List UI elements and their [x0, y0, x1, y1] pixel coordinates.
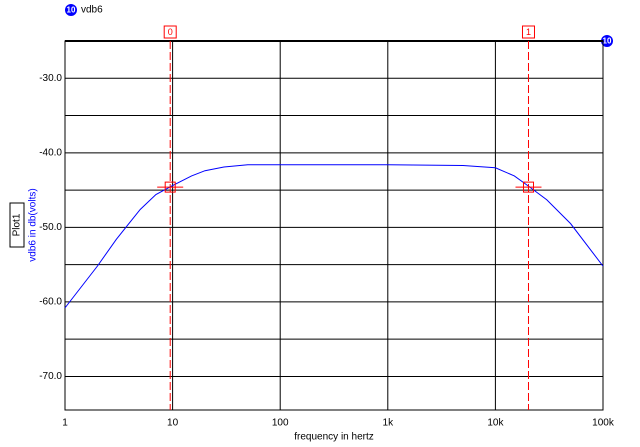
- y-tick-label: -60.0: [39, 297, 62, 308]
- cursor-flag: [163, 25, 177, 39]
- y-axis-label: vdb6 in db(volts): [28, 188, 39, 261]
- plot-name: Plot1: [12, 213, 23, 236]
- trace-id: 10: [603, 37, 612, 46]
- y-tick-label: -70.0: [39, 371, 62, 382]
- x-tick-label: 10k: [487, 418, 504, 429]
- plot-name-box: [9, 202, 25, 248]
- x-tick-label: 100: [272, 418, 289, 429]
- x-tick-label: 1k: [383, 418, 395, 429]
- x-tick-label: 1: [62, 418, 68, 429]
- legend-label: vdb6: [81, 5, 103, 16]
- trace-id: 10: [67, 6, 76, 15]
- y-tick-label: -50.0: [39, 222, 62, 233]
- cursor-label: 1: [526, 27, 531, 37]
- y-tick-label: -40.0: [39, 147, 62, 158]
- cursor-flag: [521, 25, 535, 39]
- trace-badge: [65, 4, 77, 16]
- y-tick-label: -30.0: [39, 73, 62, 84]
- x-tick-label: 10: [167, 418, 179, 429]
- x-axis-label: frequency in hertz: [294, 432, 374, 443]
- trace-line: [64, 164, 604, 309]
- trace-badge: [601, 35, 613, 47]
- cursor-label: 0: [168, 27, 173, 37]
- plot-area: [64, 40, 604, 411]
- x-tick-label: 100k: [592, 418, 615, 429]
